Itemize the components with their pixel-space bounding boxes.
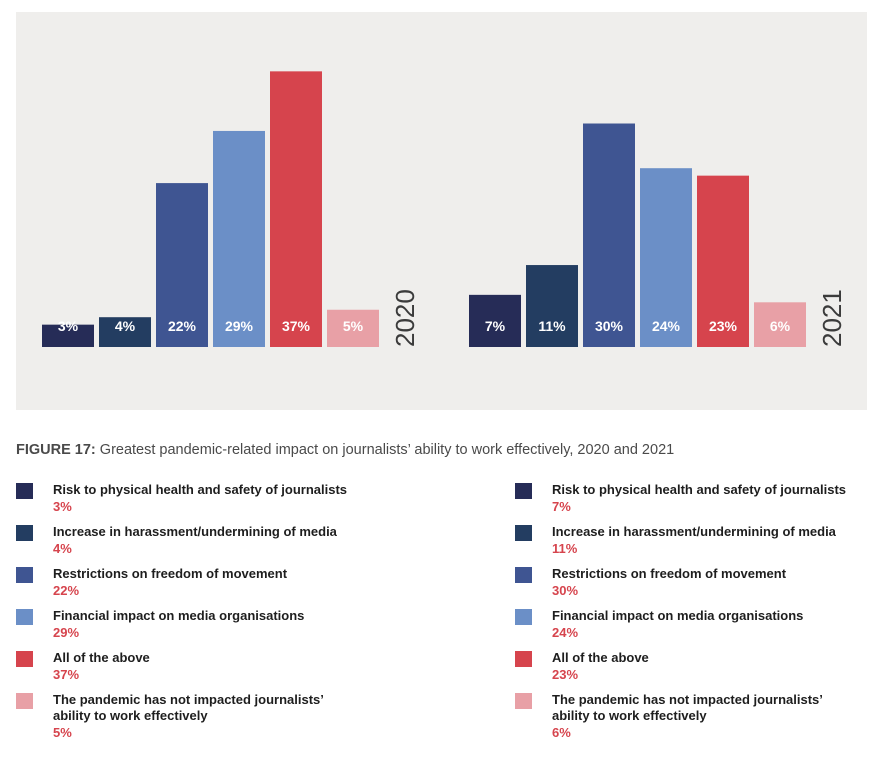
bar-chart: 3% 4% 22% 29% 37% 5% 2020 7% 11% 30% 24% 23% 6% 2021 bbox=[42, 71, 847, 347]
legend-2020: Risk to physical health and safety of jo… bbox=[16, 482, 356, 741]
legend-2020-value-2: 4% bbox=[53, 541, 72, 556]
legend-2021-value-3: 30% bbox=[552, 583, 579, 598]
bar-2021-1 bbox=[469, 294, 521, 347]
bar-2020-4 bbox=[213, 130, 265, 347]
legend-2021-swatch-5 bbox=[515, 651, 532, 667]
bar-label-2021-6: 6% bbox=[770, 318, 791, 334]
legend-2021-swatch-6 bbox=[515, 693, 532, 709]
legend-2020-item-2: Increase in harassment/undermining of me… bbox=[16, 524, 356, 557]
legend-2020-value-1: 3% bbox=[53, 499, 72, 514]
legend-2021-item-4: Financial impact on media organisations 2… bbox=[515, 608, 855, 641]
chart-panel: 3% 4% 22% 29% 37% 5% 2020 7% 11% 30% 24% 23% 6% 2021 bbox=[16, 12, 867, 410]
figure-caption: FIGURE 17: Greatest pandemic-related imp… bbox=[16, 442, 876, 458]
legend-2020-item-4: Financial impact on media organisations 2… bbox=[16, 608, 356, 641]
legend-2021-label-2: Increase in harassment/undermining of me… bbox=[552, 524, 836, 539]
legend-2021-item-6: The pandemic has not impacted journalist… bbox=[515, 692, 855, 741]
bar-label-2021-4: 24% bbox=[652, 318, 681, 334]
legend-2020-value-3: 22% bbox=[53, 583, 80, 598]
legend-2021-value-4: 24% bbox=[552, 625, 579, 640]
legend-2020-swatch-5 bbox=[16, 651, 33, 667]
legend-2021-item-2: Increase in harassment/undermining of me… bbox=[515, 524, 855, 557]
bar-2020-5 bbox=[270, 71, 322, 347]
bar-label-2021-5: 23% bbox=[709, 318, 738, 334]
caption-lead: FIGURE 17: bbox=[16, 442, 96, 458]
legend-2020-item-6: The pandemic has not impacted journalist… bbox=[16, 692, 356, 741]
legend-2021-item-5: All of the above 23% bbox=[515, 650, 855, 683]
legend-2020-value-4: 29% bbox=[53, 625, 80, 640]
bar-2020-3 bbox=[156, 183, 208, 347]
legend-2020-swatch-1 bbox=[16, 483, 33, 499]
bar-2021-4 bbox=[640, 168, 692, 347]
legend-2021-item-1: Risk to physical health and safety of jo… bbox=[515, 482, 855, 515]
legend-2021-label-4: Financial impact on media organisations bbox=[552, 608, 804, 623]
legend-2021-swatch-3 bbox=[515, 567, 532, 583]
legend-2021-value-2: 11% bbox=[552, 541, 578, 556]
legend-2021-label-5: All of the above bbox=[552, 650, 649, 665]
bar-2020-6 bbox=[327, 309, 379, 347]
legend-2021-label-1: Risk to physical health and safety of jo… bbox=[552, 482, 847, 497]
legend-2020-label-1: Risk to physical health and safety of jo… bbox=[53, 482, 348, 497]
legend-2020-value-6: 5% bbox=[53, 725, 72, 740]
legend-2021-label-3: Restrictions on freedom of movement bbox=[552, 566, 787, 581]
legend-2020-swatch-6 bbox=[16, 693, 33, 709]
legend-2020-item-3: Restrictions on freedom of movement 22% bbox=[16, 566, 356, 599]
legend-2021-value-1: 7% bbox=[552, 499, 571, 514]
year-label-2020: 2020 bbox=[390, 289, 420, 347]
legend-2021-swatch-2 bbox=[515, 525, 532, 541]
legend-2020-swatch-3 bbox=[16, 567, 33, 583]
legend-2021-value-5: 23% bbox=[552, 667, 579, 682]
legend-2020-value-5: 37% bbox=[53, 667, 80, 682]
bar-label-2021-1: 7% bbox=[485, 318, 506, 334]
bar-label-2020-3: 22% bbox=[168, 318, 197, 334]
legend-2020-label-4: Financial impact on media organisations bbox=[53, 608, 305, 623]
bar-label-2020-2: 4% bbox=[115, 318, 136, 334]
legend-2020-label-2: Increase in harassment/undermining of me… bbox=[53, 524, 337, 539]
bar-2020-1 bbox=[42, 324, 94, 347]
bar-label-2021-2: 11% bbox=[538, 318, 566, 334]
legend-2020-item-1: Risk to physical health and safety of jo… bbox=[16, 482, 356, 515]
year-label-2021: 2021 bbox=[817, 289, 847, 347]
bar-label-2020-1: 3% bbox=[58, 318, 79, 334]
bar-label-2021-3: 30% bbox=[595, 318, 624, 334]
legend-2020-label-3: Restrictions on freedom of movement bbox=[53, 566, 288, 581]
bar-2021-6 bbox=[754, 302, 806, 347]
legend-2020-label-5: All of the above bbox=[53, 650, 150, 665]
legend-2021: Risk to physical health and safety of jo… bbox=[515, 482, 855, 741]
legend-2021-value-6: 6% bbox=[552, 725, 571, 740]
bar-label-2020-6: 5% bbox=[343, 318, 364, 334]
legend-2020-item-5: All of the above 37% bbox=[16, 650, 356, 683]
bar-2021-2 bbox=[526, 265, 578, 347]
legend-2021-swatch-1 bbox=[515, 483, 532, 499]
legend-2020-label-6: The pandemic has not impacted journalist… bbox=[53, 692, 324, 723]
legend-2021-item-3: Restrictions on freedom of movement 30% bbox=[515, 566, 855, 599]
legend-2021-label-6: The pandemic has not impacted journalist… bbox=[552, 692, 823, 723]
legend-2020-swatch-2 bbox=[16, 525, 33, 541]
legend-2020-swatch-4 bbox=[16, 609, 33, 625]
legend-2021-swatch-4 bbox=[515, 609, 532, 625]
caption-text: Greatest pandemic-related impact on jour… bbox=[95, 442, 675, 458]
bar-label-2020-5: 37% bbox=[282, 318, 311, 334]
bar-2021-5 bbox=[697, 175, 749, 347]
bar-2020-2 bbox=[99, 317, 151, 347]
bar-label-2020-4: 29% bbox=[225, 318, 254, 334]
bar-2021-3 bbox=[583, 123, 635, 347]
